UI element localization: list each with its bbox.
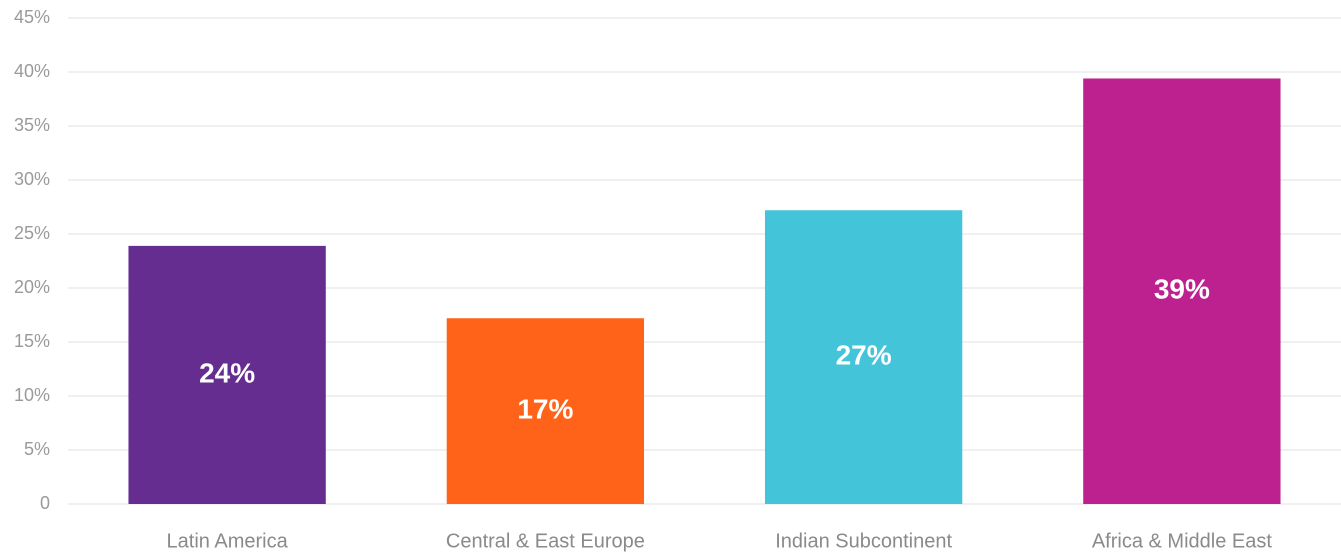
y-tick-label: 0 [40,493,50,513]
bar [446,318,645,504]
y-tick-label: 30% [14,169,50,189]
y-tick-label: 25% [14,223,50,243]
y-tick-label: 15% [14,331,50,351]
y-tick-label: 45% [14,7,50,27]
x-tick-label: Indian Subcontinent [775,530,952,552]
x-tick-label: Latin America [167,530,289,552]
y-tick-label: 10% [14,385,50,405]
bar [1083,78,1281,504]
value-label: 39% [1154,274,1210,305]
bar [128,245,326,504]
bar [764,210,963,505]
y-tick-label: 40% [14,61,50,81]
y-tick-label: 5% [24,439,50,459]
x-tick-label: Africa & Middle East [1092,530,1273,552]
x-tick-label: Central & East Europe [446,530,645,552]
y-tick-label: 20% [14,277,50,297]
value-label: 27% [836,340,892,371]
value-label: 17% [517,394,573,425]
y-tick-label: 35% [14,115,50,135]
value-label: 24% [199,357,255,388]
